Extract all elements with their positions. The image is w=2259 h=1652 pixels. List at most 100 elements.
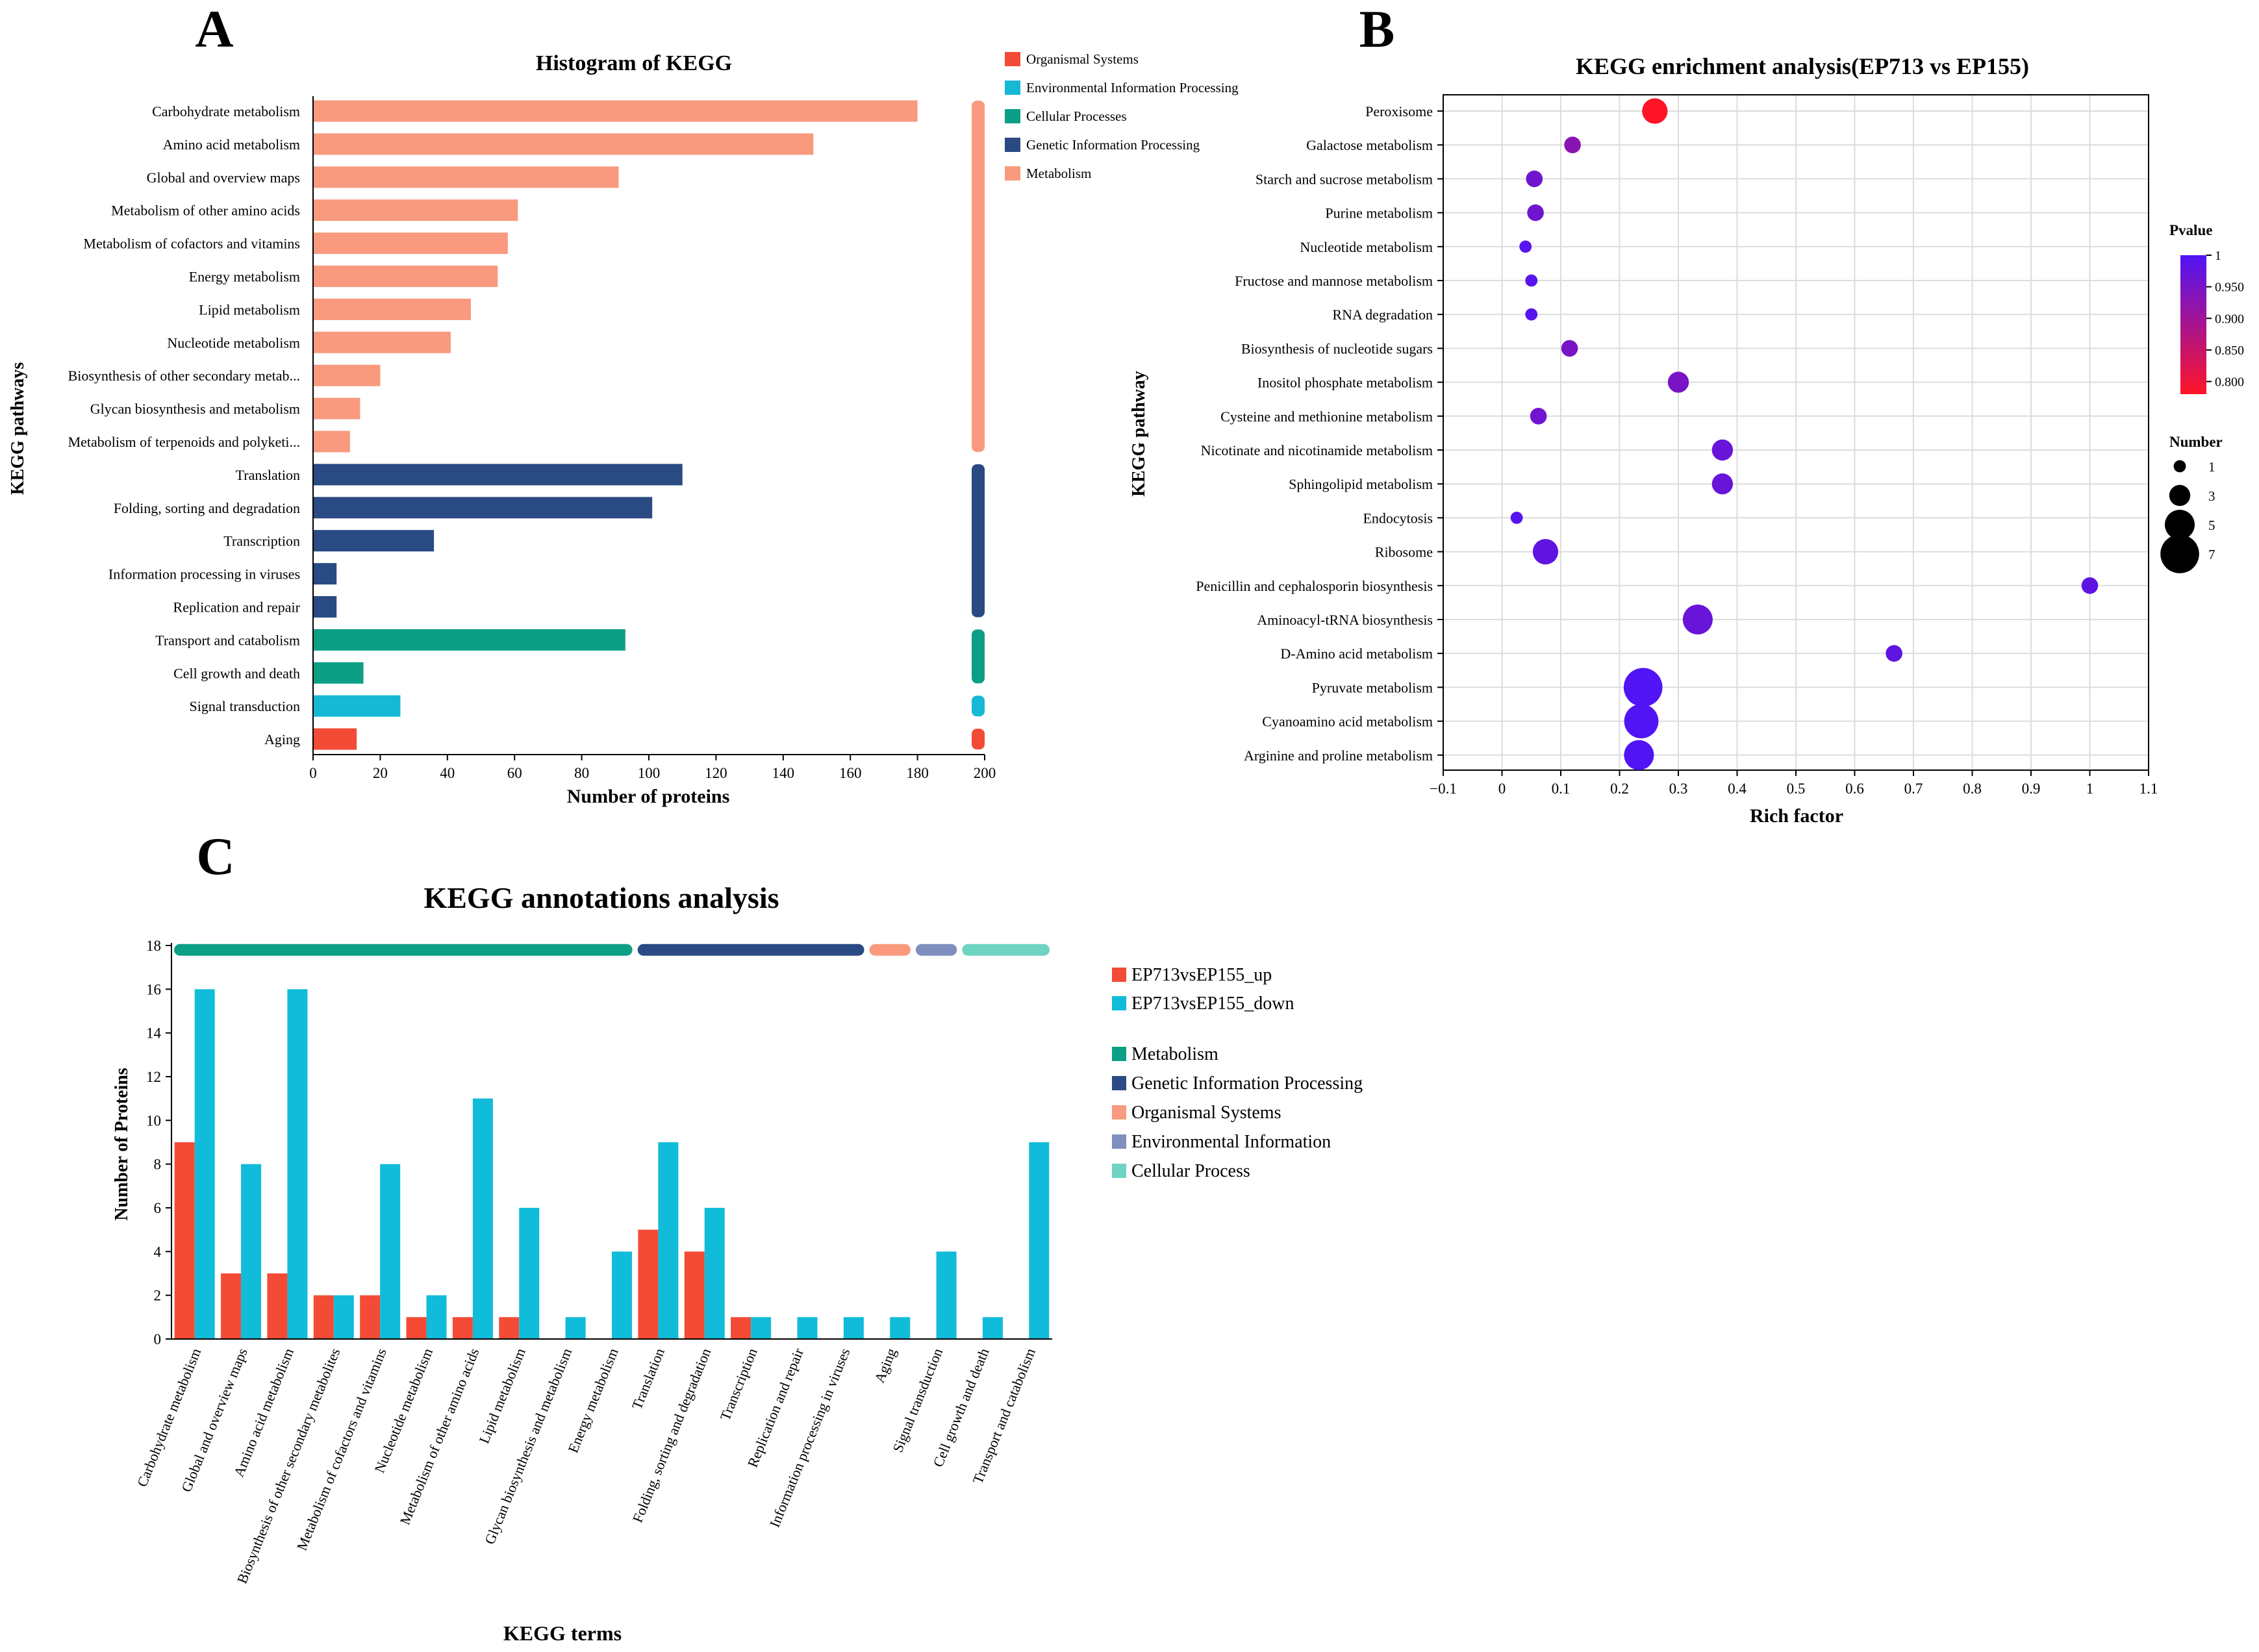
y-tick-label-a: Transport and catabolism	[155, 632, 300, 648]
y-tick-label-a: Biosynthesis of other secondary metab...	[68, 368, 300, 384]
point-b	[1711, 473, 1734, 495]
bar-a	[313, 728, 357, 750]
group-indicator-a	[972, 101, 985, 452]
bar-up-c	[360, 1295, 381, 1339]
panel-b: B KEGG enrichment analysis(EP713 vs EP15…	[1129, 0, 2244, 827]
bar-down-c	[936, 1251, 957, 1339]
pvalue-tick-label: 0.900	[2215, 312, 2244, 326]
y-tick-label-a: Glycan biosynthesis and metabolism	[90, 401, 300, 417]
x-tick-label-b: 0.2	[1610, 781, 1629, 797]
y-tick-label-a: Amino acid metabolism	[163, 136, 300, 153]
point-b	[1527, 204, 1544, 221]
group-band-c	[962, 944, 1050, 956]
x-tick-label-a: 180	[906, 765, 929, 781]
bar-down-c	[612, 1251, 632, 1339]
pvalue-tick-label: 1	[2215, 249, 2221, 263]
legend-label-a: Cellular Processes	[1026, 108, 1127, 124]
group-band-c	[915, 944, 957, 956]
legend-swatch-c	[1112, 1134, 1126, 1149]
y-tick-label-a: Replication and repair	[173, 599, 301, 616]
point-b	[1711, 439, 1734, 461]
y-tick-label-b: Peroxisome	[1365, 103, 1433, 119]
bar-up-c	[499, 1317, 520, 1339]
bar-down-c	[472, 1098, 493, 1339]
bar-a	[313, 596, 337, 618]
size-legend-dot	[2160, 534, 2199, 573]
legend-label-a: Genetic Information Processing	[1026, 137, 1200, 153]
panel-letter-a: A	[195, 0, 233, 58]
x-tick-label-b: 1	[2086, 781, 2094, 797]
group-band-c	[869, 944, 911, 956]
y-tick-label-a: Folding, sorting and degradation	[114, 500, 300, 516]
x-tick-label-c: Translation	[629, 1346, 668, 1412]
bar-down-c	[843, 1317, 864, 1339]
legend-swatch-c	[1112, 968, 1126, 982]
chart-b-title: KEGG enrichment analysis(EP713 vs EP155)	[1576, 53, 2029, 79]
bar-up-c	[731, 1317, 751, 1339]
point-b	[1886, 645, 1902, 662]
legend-label-a: Metabolism	[1026, 166, 1091, 181]
bar-up-c	[313, 1295, 334, 1339]
y-tick-label-a: Translation	[236, 467, 300, 483]
point-b	[1624, 740, 1654, 770]
x-tick-label-c: Lipid metabolism	[475, 1346, 529, 1446]
size-legend-label: 1	[2208, 459, 2215, 475]
legend-swatch-c	[1112, 996, 1126, 1010]
y-tick-label-a: Aging	[264, 731, 300, 747]
y-tick-label-a: Metabolism of terpenoids and polyketi...	[68, 434, 300, 450]
point-b	[1532, 539, 1559, 565]
chart-b-ylabel: KEGG pathway	[1129, 371, 1149, 497]
bar-down-c	[380, 1164, 401, 1339]
y-tick-label-a: Signal transduction	[190, 698, 300, 714]
bar-down-c	[565, 1317, 586, 1339]
x-tick-label-b: 0	[1498, 781, 1506, 797]
y-tick-label-b: Penicillin and cephalosporin biosynthesi…	[1196, 578, 1433, 594]
y-tick-label-c: 10	[146, 1112, 161, 1129]
bar-a	[313, 397, 360, 419]
bar-a	[313, 133, 814, 155]
bar-down-c	[890, 1317, 911, 1339]
bar-a	[313, 100, 918, 122]
y-tick-label-a: Nucleotide metabolism	[167, 334, 300, 351]
y-tick-label-b: Pyruvate metabolism	[1312, 679, 1433, 695]
legend-swatch-c	[1112, 1105, 1126, 1120]
x-tick-label-c: Aging	[871, 1346, 900, 1385]
bar-a	[313, 232, 508, 255]
x-tick-label-a: 60	[507, 765, 522, 781]
point-b	[1561, 340, 1578, 357]
group-indicator-a	[972, 464, 985, 618]
y-tick-label-c: 12	[146, 1069, 161, 1085]
x-tick-label-b: 0.9	[2022, 781, 2041, 797]
y-tick-label-a: Cell growth and death	[173, 665, 300, 681]
x-tick-label-a: 20	[373, 765, 388, 781]
y-tick-label-a: Global and overview maps	[147, 169, 300, 186]
x-tick-label-b: 0.1	[1552, 781, 1571, 797]
y-tick-label-b: Galactose metabolism	[1306, 137, 1433, 153]
bar-up-c	[174, 1142, 195, 1339]
size-legend-dot	[2169, 484, 2191, 507]
size-legend-dot	[2165, 510, 2195, 540]
pvalue-tick-label: 0.950	[2215, 281, 2244, 295]
point-b	[1510, 512, 1523, 524]
legend-swatch-a	[1005, 81, 1020, 95]
y-tick-label-c: 8	[154, 1157, 162, 1173]
y-tick-label-b: Endocytosis	[1363, 510, 1433, 526]
x-tick-label-a: 40	[440, 765, 455, 781]
group-indicator-a	[972, 629, 985, 684]
y-tick-label-b: Cyanoamino acid metabolism	[1262, 714, 1433, 730]
size-legend-label: 7	[2208, 547, 2215, 562]
y-tick-label-b: Sphingolipid metabolism	[1289, 476, 1433, 492]
x-tick-label-a: 80	[574, 765, 589, 781]
x-tick-label-a: 100	[638, 765, 661, 781]
legend-label-c: Organismal Systems	[1131, 1103, 1281, 1123]
bar-a	[313, 298, 471, 320]
legend-swatch-a	[1005, 138, 1020, 152]
y-tick-label-a: Metabolism of other amino acids	[111, 203, 300, 219]
bar-up-c	[638, 1229, 659, 1339]
point-b	[1564, 136, 1581, 153]
bar-a	[313, 431, 350, 453]
x-tick-label-c: Information processing in viruses	[766, 1346, 853, 1530]
x-tick-label-b: 1.1	[2139, 781, 2158, 797]
x-tick-label-b: 0.5	[1787, 781, 1806, 797]
point-b	[1525, 274, 1538, 287]
